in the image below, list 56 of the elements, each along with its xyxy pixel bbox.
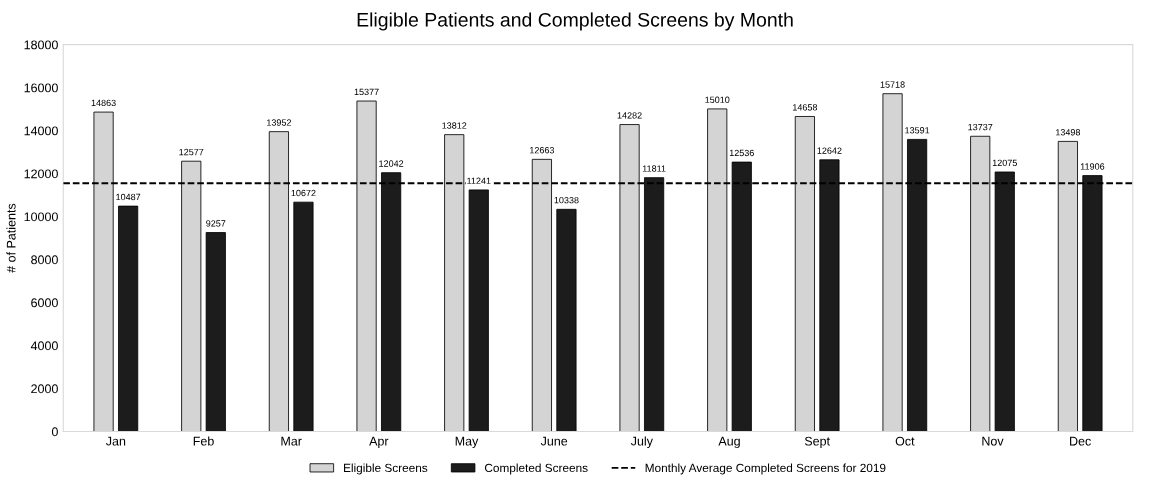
data-label: 15377: [354, 88, 379, 96]
x-tick-label: Feb: [193, 436, 214, 446]
data-label: 11811: [642, 165, 666, 172]
legend-label: Monthly Average Completed Screens for 2019: [645, 463, 886, 475]
y-tick-label: 18000: [24, 40, 58, 50]
bar: [293, 201, 314, 432]
x-tick-label: June: [540, 436, 568, 446]
data-label: 13812: [442, 122, 467, 129]
x-tick-label: Dec: [1070, 436, 1091, 446]
y-tick-label: 10000: [24, 212, 58, 222]
x-tick-label: Apr: [369, 436, 389, 449]
data-label: 14658: [793, 104, 818, 111]
data-label: 12577: [179, 148, 204, 156]
y-tick-label: 14000: [24, 126, 58, 136]
data-label: 12075: [992, 159, 1017, 167]
data-label: 10338: [554, 196, 579, 204]
bar: [118, 205, 139, 432]
bar: [205, 232, 226, 432]
data-label: 12642: [817, 147, 842, 154]
data-label: 14282: [617, 112, 642, 119]
y-tick-label: 0: [51, 427, 58, 437]
data-label: 10487: [116, 193, 141, 201]
y-tick-label: 2000: [31, 384, 58, 394]
bar: [468, 189, 489, 432]
x-tick-label: Sept: [804, 436, 830, 449]
legend-label: Eligible Screens: [344, 463, 428, 475]
data-label: 15718: [880, 81, 905, 88]
y-tick-label: 12000: [24, 169, 58, 179]
data-label: 9257: [206, 220, 226, 227]
y-axis-title: # of Patients: [6, 203, 16, 273]
data-label: 12042: [379, 160, 404, 167]
bar: [556, 208, 577, 432]
legend-label: Completed Screens: [484, 463, 588, 475]
x-tick-label: Mar: [281, 436, 302, 446]
data-label: 15010: [705, 96, 730, 103]
x-tick-label: Nov: [982, 436, 1004, 446]
data-label: 13591: [905, 127, 930, 134]
chart-title: Eligible Patients and Completed Screens by Month: [357, 12, 793, 31]
data-label: 11906: [1080, 163, 1105, 170]
y-tick-label: 8000: [31, 255, 58, 265]
data-label: 13952: [267, 119, 291, 126]
x-tick-label: May: [455, 436, 479, 449]
data-label: 12663: [530, 147, 555, 154]
data-label: 14863: [91, 99, 116, 107]
data-label: 13498: [1056, 129, 1081, 136]
data-label: 12536: [729, 149, 754, 157]
data-label: 10672: [291, 189, 316, 197]
data-label: 11241: [467, 177, 491, 184]
x-tick-label: July: [630, 436, 653, 449]
x-tick-label: Jan: [105, 436, 126, 446]
x-tick-label: Oct: [895, 436, 915, 446]
data-label: 13737: [968, 123, 993, 131]
x-tick-label: Aug: [718, 436, 740, 449]
y-tick-label: 16000: [24, 83, 58, 93]
y-tick-label: 6000: [31, 298, 58, 308]
y-tick-label: 4000: [30, 341, 58, 351]
